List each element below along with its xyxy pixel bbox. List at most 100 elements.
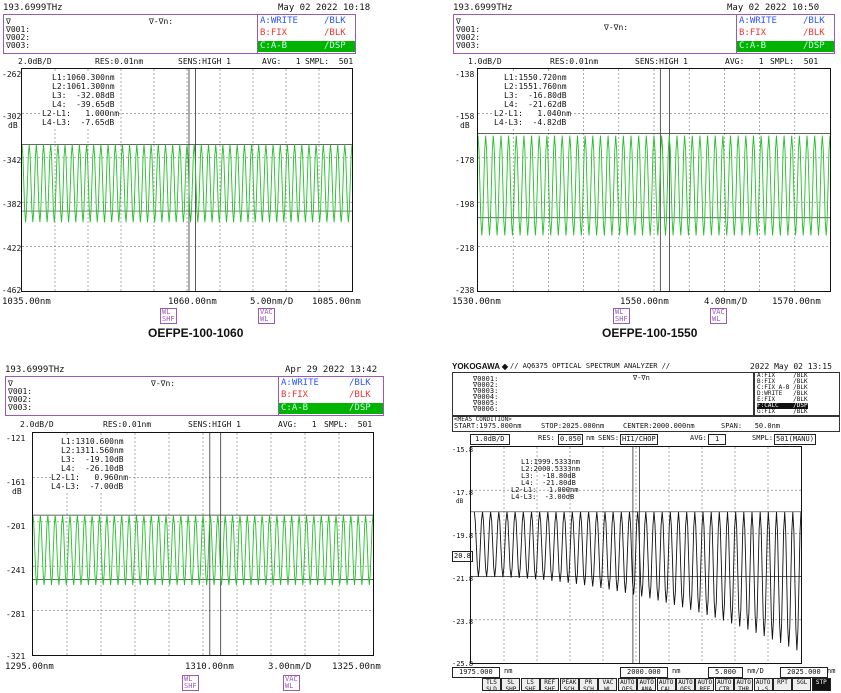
trace-g[interactable]: G:FIX /BLK	[757, 408, 808, 415]
sens-value[interactable]: HI1/CHOP	[620, 434, 658, 445]
frequency-readout: 193.6999THz	[3, 3, 63, 13]
trace-plot[interactable]: L1:1550.720nm L2:1551.760nm L3: -16.80dB…	[477, 68, 831, 292]
avg-setting: AVG: 1	[725, 57, 764, 66]
y-unit: dB	[8, 121, 18, 130]
soft-key-button[interactable]: RPT	[773, 678, 792, 691]
marker-1: ∇001:	[456, 25, 481, 34]
wl-shift-button[interactable]: WL SHF	[182, 675, 199, 691]
date-readout: May 02 2022 10:18	[278, 3, 371, 13]
y-tick-3: -241	[6, 566, 26, 575]
y-tick-2: -19.8	[452, 532, 474, 540]
trace-c-status: /DSP	[324, 41, 346, 51]
trace-c[interactable]: C:FIX A-B /BLK	[757, 384, 808, 391]
soft-key-button[interactable]: SL SHP	[501, 678, 521, 691]
y-tick-0: -121	[6, 434, 26, 443]
trace-b[interactable]: B:FIX /BLK	[757, 378, 808, 385]
soft-key-button[interactable]: AUTO OFS	[676, 678, 695, 691]
trace-b-status[interactable]: /BLK	[349, 390, 371, 400]
spectrum-trace	[22, 144, 352, 223]
res-unit: nm	[586, 434, 595, 442]
marker-header: ∇-∇n	[633, 374, 650, 382]
soft-key-button[interactable]: AUTO OFS	[617, 678, 637, 691]
trace-a-status[interactable]: /BLK	[803, 16, 825, 26]
readout-l2: L2:1311.560nm	[61, 446, 124, 455]
x-right[interactable]: 2025.000	[780, 667, 828, 678]
marker-1: ∇001:	[8, 387, 33, 396]
res-value[interactable]: 0.050	[558, 434, 584, 445]
plot-svg	[478, 69, 830, 291]
soft-key-button[interactable]: LS SHF	[520, 678, 540, 691]
wl-shift-button[interactable]: WL SHF	[613, 308, 630, 324]
soft-key-button[interactable]: AUTO L-S	[753, 678, 773, 691]
x-center: 1550.00nm	[620, 297, 669, 307]
y-tick-3: -21.8	[452, 575, 474, 583]
trace-c-row[interactable]: C:A-B /DSP	[737, 41, 834, 52]
x-left: 1295.00nm	[5, 662, 54, 672]
trace-plot[interactable]: L1:1060.300nm L2:1061.300nm L3: -32.08dB…	[21, 68, 353, 292]
trace-a-status[interactable]: /BLK	[349, 378, 371, 388]
vac-wl-button[interactable]: VAC WL	[258, 308, 275, 324]
trace-a-status[interactable]: /BLK	[324, 16, 346, 26]
trace-a-label[interactable]: A:WRITE	[739, 16, 777, 26]
trace-b-label[interactable]: B:FIX	[281, 390, 309, 400]
y-tick-4: -281	[6, 610, 26, 619]
trace-b-label[interactable]: B:FIX	[739, 28, 767, 38]
wl-shift-button[interactable]: WL SHF	[160, 308, 177, 324]
avg-label: AVG:	[690, 434, 707, 442]
trace-d[interactable]: D:WRITE /BLK	[757, 390, 808, 397]
trace-c-row[interactable]: C:A-B /DSP	[279, 403, 383, 414]
smpl-value[interactable]: 501(MANU)	[774, 434, 816, 445]
trace-a-label[interactable]: A:WRITE	[281, 378, 319, 388]
trace-a[interactable]: A:FIX /BLK	[757, 372, 808, 379]
spectrum-trace	[33, 515, 373, 586]
trace-e[interactable]: E:FIX /BLK	[757, 396, 808, 403]
readout-l2: L2:2000.5333nm	[521, 465, 581, 473]
date-readout: 2022 May 02 13:15	[750, 362, 832, 371]
vac-wl-button[interactable]: VAC WL	[283, 675, 300, 691]
x-right-unit: nm	[827, 667, 836, 675]
readout-l3: L3: -18.80dB	[521, 472, 576, 480]
soft-key-button[interactable]: AUTO THR	[734, 678, 754, 691]
readout-l1: L1:1999.5333nm	[521, 458, 581, 466]
soft-key-button[interactable]: AUTO CAL	[656, 678, 676, 691]
soft-key-button[interactable]: AUTO CTR	[714, 678, 734, 691]
meas-condition-box: <MEAS CONDITION> START:1975.000nm STOP:2…	[452, 416, 840, 432]
scale-setting[interactable]: 1.0dB/D	[470, 434, 510, 445]
marker-header: ∇-∇n:	[149, 17, 174, 26]
soft-key-button[interactable]: STP	[811, 678, 831, 691]
readout-l3: L3: -16.80dB	[504, 91, 567, 100]
trace-c-row[interactable]: C:A-B /DSP	[258, 41, 355, 52]
readout-box: L1:1060.300nm L2:1061.300nm L3: -32.08dB…	[42, 73, 120, 127]
scale-setting: 2.0dB/D	[18, 57, 52, 66]
soft-key-bar: TLS SLD SL SHP LS SHF REF SHF PEAK SCH PR SCH…	[482, 678, 832, 691]
readout-l4-l3: L4-L3: -3.00dB	[511, 493, 575, 501]
spectrum-trace	[478, 135, 830, 236]
soft-key-button[interactable]: PR SCH	[579, 678, 598, 691]
trace-b-status[interactable]: /BLK	[803, 28, 825, 38]
avg-value[interactable]: 1	[708, 434, 727, 445]
trace-plot[interactable]: L1:1999.5333nm L2:2000.5333nm L3: -18.80…	[470, 446, 802, 664]
soft-key-button[interactable]: TLS SLD	[482, 678, 501, 691]
soft-key-button[interactable]: PEAK SCH	[559, 678, 579, 691]
x-span[interactable]: 5.000	[708, 667, 744, 678]
readout-l2-l1: L2-L1: 1.000nm	[42, 109, 120, 118]
trace-plot[interactable]: L1:1310.600nm L2:1311.560nm L3: -19.10dB…	[32, 432, 374, 656]
frequency-readout: 193.6999THz	[453, 3, 513, 13]
trace-f[interactable]: F:CALC /DSP	[757, 402, 808, 409]
marker-2: ∇002:	[8, 395, 33, 404]
soft-key-button[interactable]: AUTO REF	[695, 678, 715, 691]
x-left[interactable]: 1975.000	[452, 667, 500, 678]
vac-wl-button[interactable]: VAC WL	[710, 308, 727, 324]
trace-a-label[interactable]: A:WRITE	[260, 16, 298, 26]
soft-key-button[interactable]: SGL	[792, 678, 812, 691]
trace-b-status[interactable]: /BLK	[324, 28, 346, 38]
soft-key-button[interactable]: VAC WL	[598, 678, 618, 691]
trace-b-label[interactable]: B:FIX	[260, 28, 288, 38]
soft-key-button[interactable]: REF SHF	[540, 678, 560, 691]
y-tick-5: -462	[2, 286, 22, 295]
marker-header: ∇-∇n:	[151, 379, 176, 388]
x-center[interactable]: 2000.000	[620, 667, 668, 678]
scale-setting: 1.0dB/D	[468, 57, 502, 66]
res-setting: RES:0.01nm	[103, 420, 152, 429]
soft-key-button[interactable]: AUTO ANA	[637, 678, 657, 691]
